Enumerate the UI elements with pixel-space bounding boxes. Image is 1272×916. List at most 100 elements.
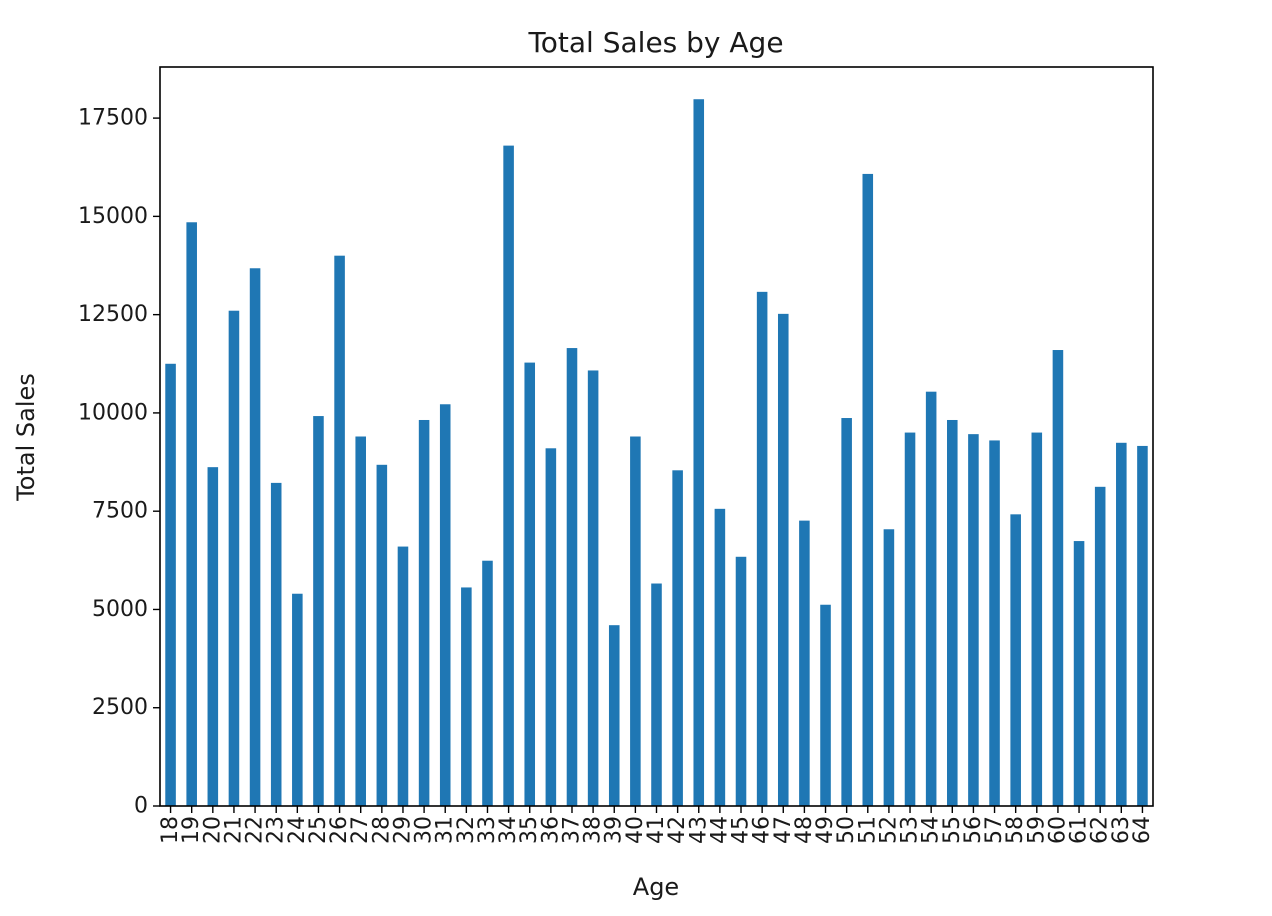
- x-tick-label: 28: [369, 816, 394, 844]
- y-tick-label: 12500: [78, 302, 148, 327]
- x-tick-label: 52: [876, 816, 901, 844]
- bar-47: [777, 313, 789, 806]
- bar-56: [968, 434, 979, 806]
- x-tick-label: 51: [855, 816, 880, 844]
- x-tick-label: 59: [1024, 816, 1049, 844]
- bar-51: [862, 173, 874, 807]
- x-tick-label: 39: [602, 816, 627, 844]
- x-tick-label: 25: [306, 816, 331, 844]
- y-tick-label: 0: [134, 794, 148, 819]
- bar-23: [270, 482, 282, 806]
- bar-45: [735, 556, 747, 806]
- bar-44: [714, 508, 726, 806]
- y-tick-label: 10000: [78, 400, 148, 425]
- bar-29: [397, 546, 409, 806]
- x-tick-label: 46: [750, 816, 775, 844]
- y-tick-label: 17500: [78, 106, 148, 131]
- x-tick-label: 53: [898, 816, 923, 844]
- x-tick-label: 41: [644, 816, 669, 844]
- x-tick-label: 62: [1088, 816, 1113, 844]
- x-tick-label: 20: [200, 816, 225, 844]
- bar-42: [672, 470, 683, 806]
- x-tick-label: 43: [686, 816, 711, 844]
- x-tick-label: 60: [1045, 816, 1070, 844]
- bar-25: [313, 416, 324, 806]
- bar-55: [947, 419, 958, 806]
- x-tick-label: 55: [940, 816, 965, 844]
- x-axis: 1819202122232425262728293031323334353637…: [158, 806, 1155, 844]
- y-tick-label: 7500: [92, 499, 148, 524]
- x-tick-label: 19: [179, 816, 204, 844]
- bar-58: [1010, 514, 1021, 806]
- bar-37: [566, 348, 578, 806]
- x-tick-label: 23: [264, 816, 289, 844]
- bar-26: [334, 255, 345, 806]
- bar-46: [756, 291, 768, 806]
- x-tick-label: 44: [707, 816, 732, 844]
- bar-43: [693, 99, 705, 807]
- bars-group: [165, 99, 1148, 807]
- bar-52: [883, 529, 895, 806]
- x-tick-label: 47: [771, 816, 796, 844]
- x-tick-label: 57: [982, 816, 1007, 844]
- bar-35: [524, 362, 536, 806]
- x-tick-label: 38: [581, 816, 606, 844]
- bar-33: [482, 560, 493, 806]
- x-tick-label: 37: [559, 816, 584, 844]
- bar-57: [989, 440, 1000, 806]
- x-tick-label: 36: [538, 816, 563, 844]
- chart-title: Total Sales by Age: [527, 26, 783, 59]
- x-tick-label: 42: [665, 816, 690, 844]
- plot-frame: [159, 66, 1154, 807]
- bar-41: [651, 583, 662, 806]
- x-tick-label: 49: [813, 816, 838, 844]
- x-tick-label: 48: [792, 816, 817, 844]
- bar-39: [608, 625, 620, 806]
- y-tick-label: 5000: [92, 597, 148, 622]
- bar-24: [292, 593, 303, 806]
- bar-59: [1031, 432, 1043, 806]
- x-tick-label: 22: [243, 816, 268, 844]
- x-tick-label: 54: [919, 816, 944, 844]
- x-tick-label: 31: [433, 816, 458, 844]
- bar-22: [249, 268, 261, 806]
- x-tick-label: 50: [834, 816, 859, 844]
- x-axis-label: Age: [633, 873, 679, 901]
- x-tick-label: 21: [221, 816, 246, 844]
- x-tick-label: 30: [412, 816, 437, 844]
- bar-50: [841, 418, 852, 806]
- bar-49: [820, 604, 831, 806]
- x-tick-label: 34: [496, 816, 521, 844]
- x-tick-label: 45: [729, 816, 754, 844]
- bar-36: [545, 448, 557, 806]
- x-tick-label: 40: [623, 816, 648, 844]
- x-tick-label: 24: [285, 816, 310, 844]
- x-tick-label: 35: [517, 816, 542, 844]
- x-tick-label: 33: [475, 816, 500, 844]
- bar-48: [799, 520, 810, 806]
- x-tick-label: 61: [1067, 816, 1092, 844]
- x-tick-label: 32: [454, 816, 479, 844]
- bar-30: [418, 419, 430, 806]
- bar-63: [1116, 442, 1127, 806]
- bar-34: [503, 145, 514, 807]
- x-tick-label: 18: [158, 816, 183, 844]
- bar-60: [1052, 350, 1064, 806]
- bar-53: [904, 432, 916, 806]
- bar-19: [186, 222, 197, 806]
- bar-28: [376, 464, 388, 806]
- bar-62: [1094, 486, 1106, 806]
- x-tick-label: 64: [1130, 816, 1155, 844]
- bar-64: [1137, 445, 1148, 806]
- bar-38: [587, 370, 599, 806]
- bar-20: [207, 467, 219, 806]
- y-tick-label: 15000: [78, 204, 148, 229]
- bar-40: [630, 436, 641, 806]
- bar-32: [461, 587, 472, 806]
- y-axis: 0 2500 5000 7500 10000 12500 15000 17500: [78, 106, 160, 819]
- y-tick-label: 2500: [92, 695, 148, 720]
- bar-21: [228, 310, 240, 806]
- y-axis-label: Total Sales: [12, 373, 40, 502]
